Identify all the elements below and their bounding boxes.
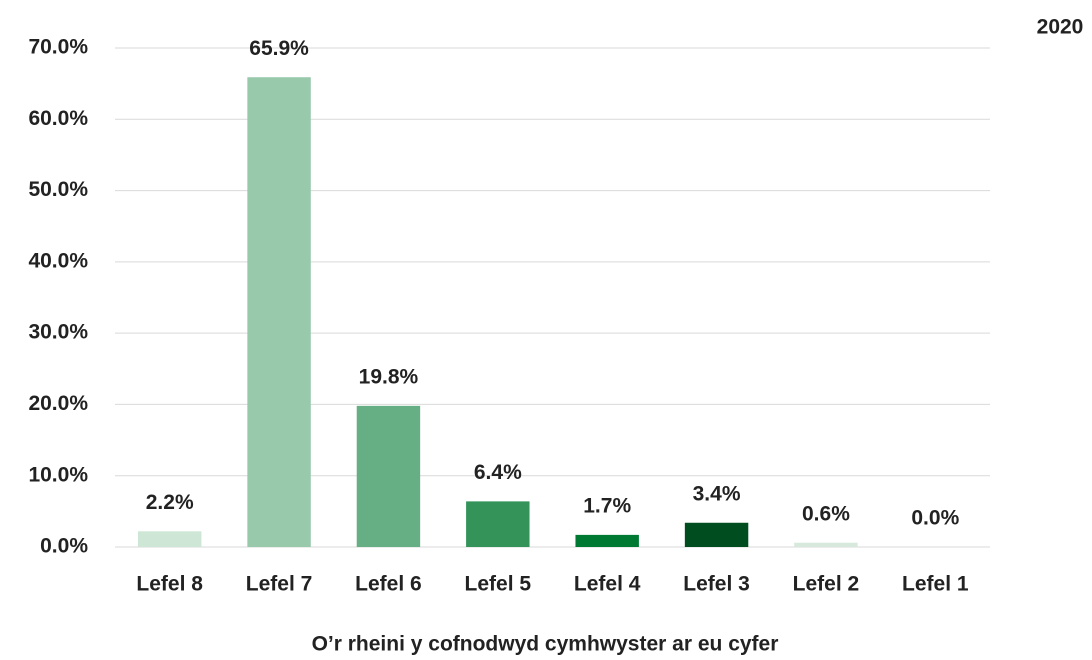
x-tick-label: Lefel 4	[574, 573, 641, 596]
data-label: 2.2%	[146, 491, 194, 514]
y-tick-label: 20.0%	[28, 392, 88, 415]
x-tick-label: Lefel 8	[136, 573, 203, 596]
data-label: 6.4%	[474, 461, 522, 484]
bar	[356, 405, 421, 547]
y-tick-label: 0.0%	[40, 535, 88, 558]
y-tick-label: 10.0%	[28, 463, 88, 486]
x-tick-label: Lefel 2	[793, 573, 860, 596]
bar	[575, 534, 639, 547]
bar	[466, 501, 530, 547]
y-tick-label: 50.0%	[28, 178, 88, 201]
x-tick-label: Lefel 1	[902, 573, 969, 596]
bar	[794, 542, 858, 547]
legend-entry: 2020	[1037, 16, 1084, 39]
bar	[684, 522, 749, 547]
x-tick-label: Lefel 6	[355, 573, 422, 596]
x-tick-label: Lefel 5	[465, 573, 532, 596]
bar	[247, 77, 311, 547]
data-label: 0.6%	[802, 502, 850, 525]
x-axis-title: O’r rheini y cofnodwyd cymhwyster ar eu …	[312, 633, 779, 656]
x-tick-label: Lefel 7	[246, 573, 313, 596]
data-label: 1.7%	[583, 494, 631, 517]
data-label: 3.4%	[693, 482, 741, 505]
y-tick-label: 30.0%	[28, 321, 88, 344]
x-tick-label: Lefel 3	[683, 573, 750, 596]
data-label: 65.9%	[249, 37, 309, 60]
y-tick-label: 70.0%	[28, 36, 88, 59]
y-tick-label: 60.0%	[28, 107, 88, 130]
bar	[137, 531, 202, 547]
y-tick-label: 40.0%	[28, 249, 88, 272]
data-label: 0.0%	[911, 507, 959, 530]
data-label: 19.8%	[359, 365, 419, 388]
